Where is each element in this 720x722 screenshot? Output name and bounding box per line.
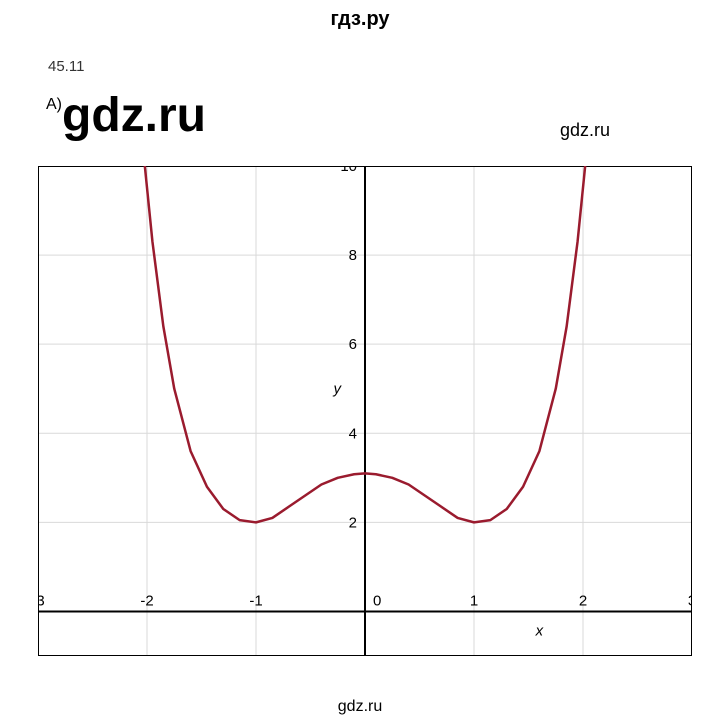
svg-text:6: 6 — [349, 336, 357, 353]
page-title: гдз.ру — [0, 8, 720, 31]
watermark-big-top: gdz.ru — [62, 88, 206, 143]
svg-text:x: x — [535, 622, 544, 639]
svg-text:1: 1 — [470, 592, 478, 609]
svg-text:-3: -3 — [38, 592, 45, 609]
svg-text:-2: -2 — [140, 592, 153, 609]
chart: -3-2-10123246810yx — [38, 166, 692, 656]
svg-text:0: 0 — [373, 592, 381, 609]
svg-text:-1: -1 — [249, 592, 262, 609]
part-label: А) — [46, 96, 62, 114]
svg-text:2: 2 — [579, 592, 587, 609]
problem-number: 45.11 — [48, 58, 84, 75]
svg-text:4: 4 — [349, 425, 357, 442]
svg-text:10: 10 — [340, 166, 357, 175]
svg-text:8: 8 — [349, 247, 357, 264]
svg-text:3: 3 — [688, 592, 692, 609]
svg-text:2: 2 — [349, 514, 357, 531]
watermark-top-right: gdz.ru — [560, 120, 610, 141]
chart-svg: -3-2-10123246810yx — [38, 166, 692, 656]
watermark-footer: gdz.ru — [0, 698, 720, 716]
